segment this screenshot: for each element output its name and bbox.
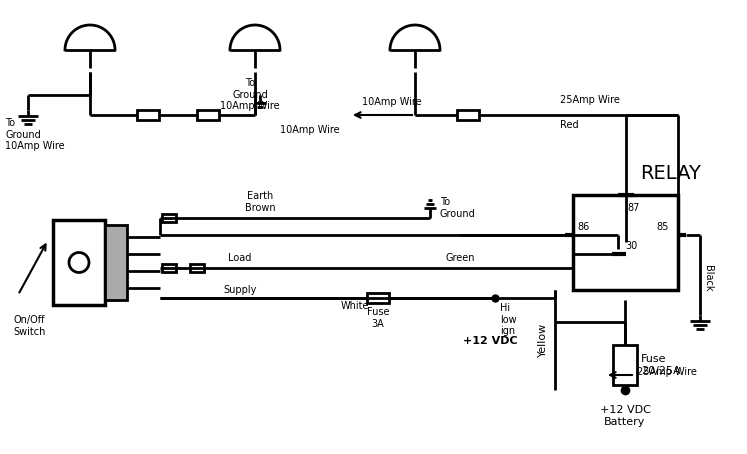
Bar [190, 264, 204, 272]
Text: 10Amp Wire: 10Amp Wire [362, 97, 421, 107]
Text: Yellow: Yellow [538, 323, 548, 357]
Text: +12 VDC: +12 VDC [462, 336, 518, 346]
Text: To
Ground
10Amp Wire: To Ground 10Amp Wire [220, 78, 280, 111]
Text: Supply: Supply [223, 285, 257, 295]
Text: 25Amp Wire: 25Amp Wire [560, 95, 620, 105]
Bar [162, 264, 176, 272]
Text: Green: Green [445, 253, 475, 263]
Text: 10Amp Wire: 10Amp Wire [280, 125, 340, 135]
Bar [573, 195, 678, 290]
Text: Fuse
3A: Fuse 3A [367, 307, 389, 329]
Text: 30: 30 [625, 241, 638, 251]
Text: 25Amp Wire: 25Amp Wire [637, 367, 697, 377]
Text: To
Ground: To Ground [440, 197, 476, 219]
Text: RELAY: RELAY [640, 164, 701, 183]
Text: +12 VDC
Battery: +12 VDC Battery [600, 405, 651, 427]
Text: Load: Load [229, 253, 252, 263]
Text: To
Ground
10Amp Wire: To Ground 10Amp Wire [5, 118, 65, 151]
Bar [105, 225, 127, 300]
Text: Hi
low
ign: Hi low ign [500, 303, 517, 336]
Bar [613, 345, 637, 385]
Bar [162, 214, 176, 222]
Text: 86: 86 [577, 222, 589, 232]
Text: 87: 87 [627, 203, 640, 213]
Text: Fuse
20/25A: Fuse 20/25A [641, 354, 681, 376]
Bar [197, 110, 219, 120]
Text: Black: Black [703, 265, 713, 291]
Text: On/Off
Switch: On/Off Switch [13, 315, 46, 336]
Text: Red: Red [560, 120, 579, 130]
Bar [457, 110, 479, 120]
Bar [137, 110, 159, 120]
Bar [53, 220, 105, 305]
Text: White: White [341, 301, 369, 311]
Text: Earth
Brown: Earth Brown [245, 192, 276, 213]
Bar [367, 293, 389, 303]
Text: 85: 85 [656, 222, 669, 232]
